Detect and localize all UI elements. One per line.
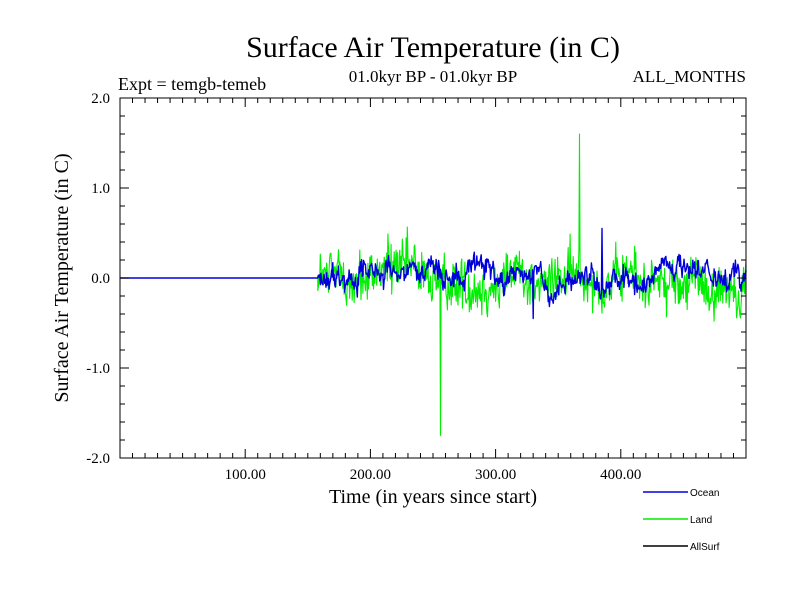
chart-subtitle-center: 01.0kyr BP - 01.0kyr BP [349, 67, 517, 86]
y-axis-label: Surface Air Temperature (in C) [51, 153, 73, 402]
y-tick-label: -1.0 [86, 361, 110, 377]
series-layer [120, 133, 747, 437]
y-tick-label: -2.0 [86, 451, 110, 467]
x-tick-label: 100.00 [225, 467, 266, 483]
y-tick-label: 1.0 [91, 181, 110, 197]
chart-title: Surface Air Temperature (in C) [246, 31, 620, 64]
legend-label-land: Land [690, 515, 712, 526]
x-tick-label: 300.00 [475, 467, 516, 483]
x-axis-label: Time (in years since start) [329, 486, 537, 508]
chart-subtitle-left: Expt = temgb-temeb [118, 74, 266, 94]
legend-label-ocean: Ocean [690, 488, 719, 499]
x-tick-label: 400.00 [600, 467, 641, 483]
axes-layer: 100.00 200.00 300.00 400.00 -2.0 -1.0 0.0 1.0 2.… [86, 91, 747, 483]
legend: Ocean Land AllSurf [643, 488, 720, 553]
series-line-ocean [120, 227, 747, 320]
y-tick-label: 2.0 [91, 91, 110, 107]
x-tick-label: 200.00 [350, 467, 391, 483]
legend-label-allsurf: AllSurf [690, 542, 720, 553]
chart-subtitle-right: ALL_MONTHS [633, 67, 746, 86]
series-line-land [120, 133, 747, 437]
y-tick-label: 0.0 [91, 271, 110, 287]
